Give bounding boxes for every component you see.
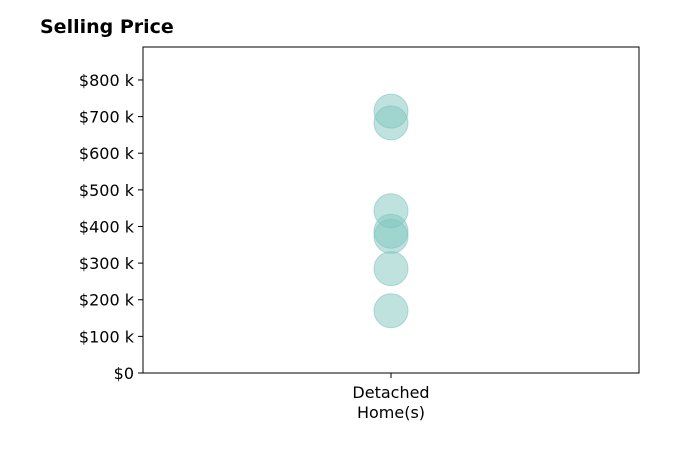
y-tick-label: $700 k xyxy=(79,108,135,127)
data-point xyxy=(373,218,409,254)
data-point xyxy=(373,105,409,141)
y-tick-label: $500 k xyxy=(79,181,135,200)
data-point xyxy=(373,251,409,287)
y-tick-label: $0 xyxy=(114,364,134,383)
y-axis: $0 $100 k $200 k $300 k $400 k $500 k $600 k $7… xyxy=(79,71,143,383)
plot-frame xyxy=(142,46,640,374)
y-tick-label: $300 k xyxy=(79,254,135,273)
chart-title: Selling Price xyxy=(40,16,174,38)
x-tick-label: Home(s) xyxy=(357,403,425,422)
data-points xyxy=(373,93,409,329)
y-tick-label: $600 k xyxy=(79,144,135,163)
y-tick-label: $200 k xyxy=(79,291,135,310)
x-tick-label: Detached xyxy=(352,383,429,402)
y-tick-label: $400 k xyxy=(79,217,135,236)
data-point xyxy=(373,293,409,329)
y-tick-label: $100 k xyxy=(79,327,135,346)
y-tick-label: $800 k xyxy=(79,71,135,90)
